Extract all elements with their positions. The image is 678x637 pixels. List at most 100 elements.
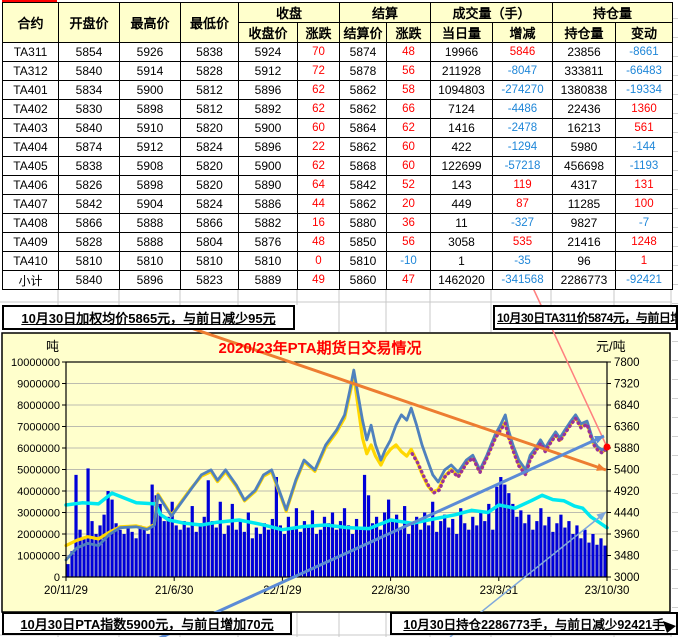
value-cell[interactable]: 70 bbox=[297, 42, 340, 62]
value-cell[interactable]: 19966 bbox=[430, 42, 493, 62]
value-cell[interactable]: 122699 bbox=[430, 156, 493, 176]
value-cell[interactable]: 5842 bbox=[339, 175, 387, 195]
value-cell[interactable]: 48 bbox=[386, 42, 431, 62]
value-cell[interactable]: 11285 bbox=[552, 194, 616, 214]
value-cell[interactable]: -2478 bbox=[492, 118, 553, 138]
value-cell[interactable]: 5908 bbox=[119, 156, 181, 176]
value-cell[interactable]: 535 bbox=[492, 232, 553, 252]
value-cell[interactable]: 22 bbox=[297, 137, 340, 157]
value-cell[interactable]: 5900 bbox=[119, 80, 181, 100]
value-cell[interactable]: 5828 bbox=[58, 232, 120, 252]
value-cell[interactable]: 119 bbox=[492, 175, 553, 195]
value-cell[interactable]: 0 bbox=[297, 251, 340, 271]
value-cell[interactable]: 60 bbox=[386, 156, 431, 176]
value-cell[interactable]: -4486 bbox=[492, 99, 553, 119]
value-cell[interactable]: 5880 bbox=[339, 213, 387, 233]
value-cell[interactable]: 5862 bbox=[339, 194, 387, 214]
value-cell[interactable]: 5898 bbox=[119, 175, 181, 195]
value-cell[interactable]: 4317 bbox=[552, 175, 616, 195]
contract-cell[interactable]: TA409 bbox=[2, 232, 59, 252]
value-cell[interactable]: 5898 bbox=[119, 99, 181, 119]
value-cell[interactable]: 561 bbox=[615, 118, 673, 138]
value-cell[interactable]: 5862 bbox=[339, 137, 387, 157]
value-cell[interactable]: 5878 bbox=[339, 61, 387, 81]
contract-cell[interactable]: TA407 bbox=[2, 194, 59, 214]
value-cell[interactable]: 56 bbox=[386, 61, 431, 81]
value-cell[interactable]: -1193 bbox=[615, 156, 673, 176]
value-cell[interactable]: 5820 bbox=[180, 118, 239, 138]
value-cell[interactable]: 5874 bbox=[58, 137, 120, 157]
value-cell[interactable]: 5874 bbox=[339, 42, 387, 62]
value-cell[interactable]: 5864 bbox=[339, 118, 387, 138]
value-cell[interactable]: 72 bbox=[297, 61, 340, 81]
value-cell[interactable]: 5896 bbox=[119, 270, 181, 290]
value-cell[interactable]: 7124 bbox=[430, 99, 493, 119]
value-cell[interactable]: 5824 bbox=[180, 137, 239, 157]
value-cell[interactable]: 5838 bbox=[180, 42, 239, 62]
value-cell[interactable]: 5868 bbox=[339, 156, 387, 176]
banner-pta-index[interactable]: 10月30日PTA指数5900元，与前日增加70元 bbox=[2, 612, 292, 635]
value-cell[interactable]: 422 bbox=[430, 137, 493, 157]
value-cell[interactable]: 16 bbox=[297, 213, 340, 233]
value-cell[interactable]: 5862 bbox=[339, 99, 387, 119]
value-cell[interactable]: -1294 bbox=[492, 137, 553, 157]
value-cell[interactable]: -144 bbox=[615, 137, 673, 157]
contract-cell[interactable]: TA406 bbox=[2, 175, 59, 195]
value-cell[interactable]: 5866 bbox=[58, 213, 120, 233]
value-cell[interactable]: 5840 bbox=[58, 118, 120, 138]
value-cell[interactable]: 5850 bbox=[339, 232, 387, 252]
value-cell[interactable]: 1416 bbox=[430, 118, 493, 138]
value-cell[interactable]: 5820 bbox=[180, 156, 239, 176]
value-cell[interactable]: 58 bbox=[386, 80, 431, 100]
value-cell[interactable]: 5888 bbox=[119, 232, 181, 252]
value-cell[interactable]: 62 bbox=[297, 80, 340, 100]
value-cell[interactable]: 5830 bbox=[58, 99, 120, 119]
value-cell[interactable]: 1380838 bbox=[552, 80, 616, 100]
value-cell[interactable]: 62 bbox=[386, 118, 431, 138]
contract-cell[interactable]: TA405 bbox=[2, 156, 59, 176]
value-cell[interactable]: 5823 bbox=[180, 270, 239, 290]
value-cell[interactable]: 5862 bbox=[339, 80, 387, 100]
value-cell[interactable]: -7 bbox=[615, 213, 673, 233]
value-cell[interactable]: -66483 bbox=[615, 61, 673, 81]
contract-cell[interactable]: TA401 bbox=[2, 80, 59, 100]
value-cell[interactable]: 1462020 bbox=[430, 270, 493, 290]
value-cell[interactable]: 5890 bbox=[238, 175, 298, 195]
value-cell[interactable]: -92421 bbox=[615, 270, 673, 290]
value-cell[interactable]: 5810 bbox=[339, 251, 387, 271]
value-cell[interactable]: 11 bbox=[430, 213, 493, 233]
value-cell[interactable]: -8661 bbox=[615, 42, 673, 62]
value-cell[interactable]: 5882 bbox=[238, 213, 298, 233]
value-cell[interactable]: 5888 bbox=[119, 213, 181, 233]
banner-weighted-avg-price[interactable]: 10月30日加权均价5865元，与前日减少95元 bbox=[2, 305, 295, 330]
value-cell[interactable]: -57218 bbox=[492, 156, 553, 176]
value-cell[interactable]: 5912 bbox=[119, 137, 181, 157]
contract-cell[interactable]: 小计 bbox=[2, 270, 59, 290]
value-cell[interactable]: 3058 bbox=[430, 232, 493, 252]
value-cell[interactable]: 5892 bbox=[238, 99, 298, 119]
value-cell[interactable]: 47 bbox=[386, 270, 431, 290]
value-cell[interactable]: 5810 bbox=[119, 251, 181, 271]
value-cell[interactable]: 5980 bbox=[552, 137, 616, 157]
value-cell[interactable]: 9827 bbox=[552, 213, 616, 233]
value-cell[interactable]: 66 bbox=[386, 99, 431, 119]
value-cell[interactable]: 5810 bbox=[238, 251, 298, 271]
value-cell[interactable]: -19334 bbox=[615, 80, 673, 100]
contract-cell[interactable]: TA403 bbox=[2, 118, 59, 138]
value-cell[interactable]: 60 bbox=[386, 137, 431, 157]
value-cell[interactable]: -341568 bbox=[492, 270, 553, 290]
value-cell[interactable]: 1360 bbox=[615, 99, 673, 119]
value-cell[interactable]: 23856 bbox=[552, 42, 616, 62]
banner-open-interest[interactable]: 10月30日持仓2286773手，与前日减少92421手 bbox=[390, 612, 678, 635]
value-cell[interactable]: -8047 bbox=[492, 61, 553, 81]
value-cell[interactable]: 5866 bbox=[180, 213, 239, 233]
value-cell[interactable]: 64 bbox=[297, 175, 340, 195]
value-cell[interactable]: 44 bbox=[297, 194, 340, 214]
value-cell[interactable]: 5896 bbox=[238, 137, 298, 157]
value-cell[interactable]: -327 bbox=[492, 213, 553, 233]
value-cell[interactable]: 96 bbox=[552, 251, 616, 271]
value-cell[interactable]: 5860 bbox=[339, 270, 387, 290]
value-cell[interactable]: 456698 bbox=[552, 156, 616, 176]
value-cell[interactable]: 1 bbox=[615, 251, 673, 271]
value-cell[interactable]: 62 bbox=[297, 156, 340, 176]
